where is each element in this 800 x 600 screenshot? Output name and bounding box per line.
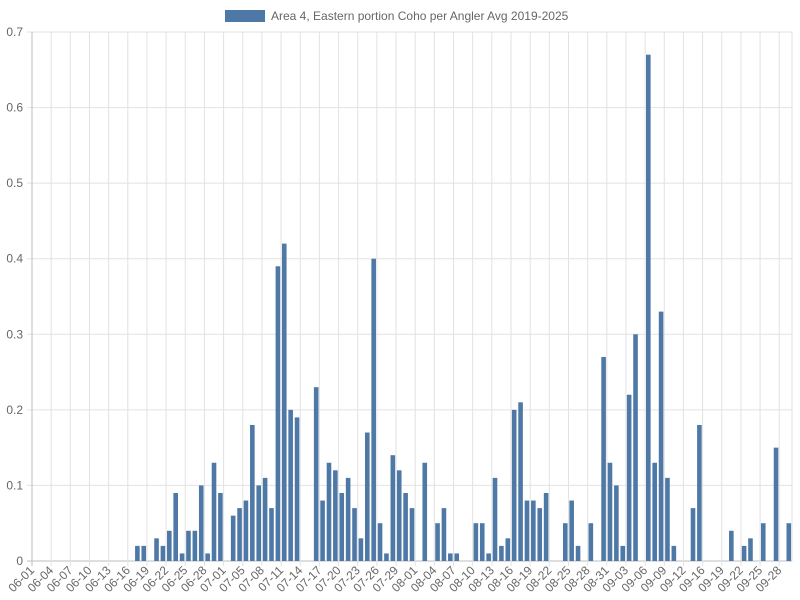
bar[interactable] bbox=[141, 545, 147, 561]
bar[interactable] bbox=[160, 545, 166, 561]
bar[interactable] bbox=[179, 553, 185, 561]
bar[interactable] bbox=[243, 500, 249, 561]
bar[interactable] bbox=[358, 538, 364, 561]
bar[interactable] bbox=[729, 530, 734, 561]
bar[interactable] bbox=[690, 508, 696, 561]
bar[interactable] bbox=[454, 553, 460, 561]
bar[interactable] bbox=[652, 462, 657, 561]
bar[interactable] bbox=[499, 545, 504, 561]
bar[interactable] bbox=[441, 508, 447, 561]
bar[interactable] bbox=[646, 54, 651, 562]
bar[interactable] bbox=[237, 508, 242, 561]
bar[interactable] bbox=[256, 485, 262, 561]
bar[interactable] bbox=[409, 508, 415, 561]
bar[interactable] bbox=[543, 492, 549, 561]
bar[interactable] bbox=[326, 462, 332, 561]
bar[interactable] bbox=[773, 447, 779, 561]
bar[interactable] bbox=[665, 477, 670, 561]
grid bbox=[27, 31, 793, 566]
y-tick-label: 0.7 bbox=[6, 25, 23, 39]
bar[interactable] bbox=[230, 515, 236, 561]
bar[interactable] bbox=[269, 508, 274, 561]
bar[interactable] bbox=[658, 311, 664, 561]
bar[interactable] bbox=[288, 409, 293, 561]
bar[interactable] bbox=[448, 553, 453, 561]
bar[interactable] bbox=[633, 334, 638, 561]
y-tick-label: 0.2 bbox=[6, 403, 23, 417]
bar[interactable] bbox=[384, 553, 389, 561]
bar[interactable] bbox=[192, 530, 198, 561]
y-tick-label: 0.6 bbox=[6, 101, 23, 115]
y-tick-label: 0.5 bbox=[6, 176, 23, 190]
bar[interactable] bbox=[620, 545, 626, 561]
y-tick-label: 0.4 bbox=[6, 252, 23, 266]
bar[interactable] bbox=[135, 545, 140, 561]
bar[interactable] bbox=[537, 508, 543, 561]
bar[interactable] bbox=[275, 266, 281, 561]
bar[interactable] bbox=[492, 477, 498, 561]
bar[interactable] bbox=[218, 492, 223, 561]
y-tick-label: 0.1 bbox=[6, 478, 23, 492]
legend-swatch[interactable] bbox=[225, 10, 265, 22]
bar[interactable] bbox=[364, 432, 370, 561]
bar[interactable] bbox=[588, 523, 594, 561]
bar[interactable] bbox=[786, 523, 792, 561]
bar[interactable] bbox=[198, 485, 204, 561]
bar[interactable] bbox=[294, 417, 300, 561]
bar[interactable] bbox=[601, 356, 606, 561]
bar[interactable] bbox=[575, 545, 581, 561]
bar[interactable] bbox=[262, 477, 268, 561]
bar[interactable] bbox=[205, 553, 210, 561]
bar[interactable] bbox=[186, 530, 191, 561]
bar[interactable] bbox=[396, 470, 402, 561]
bar[interactable] bbox=[760, 523, 766, 561]
bar[interactable] bbox=[479, 523, 485, 561]
bar[interactable] bbox=[339, 492, 345, 561]
bar[interactable] bbox=[403, 492, 408, 561]
bar[interactable] bbox=[505, 538, 511, 561]
bar[interactable] bbox=[473, 523, 479, 561]
bar[interactable] bbox=[626, 394, 632, 561]
bar[interactable] bbox=[371, 258, 376, 561]
bar[interactable] bbox=[697, 424, 702, 561]
bar[interactable] bbox=[422, 462, 428, 561]
bar[interactable] bbox=[569, 500, 574, 561]
bar[interactable] bbox=[333, 470, 338, 561]
bar[interactable] bbox=[741, 545, 747, 561]
bar[interactable] bbox=[524, 500, 530, 561]
y-tick-label: 0 bbox=[16, 554, 23, 568]
bar[interactable] bbox=[518, 402, 523, 561]
bar[interactable] bbox=[250, 424, 255, 561]
bar[interactable] bbox=[614, 485, 619, 561]
bar[interactable] bbox=[211, 462, 217, 561]
bar[interactable] bbox=[562, 523, 568, 561]
bar[interactable] bbox=[607, 462, 613, 561]
legend[interactable]: Area 4, Eastern portion Coho per Angler … bbox=[225, 9, 569, 23]
bar[interactable] bbox=[511, 409, 517, 561]
bar[interactable] bbox=[352, 508, 357, 561]
bar[interactable] bbox=[173, 492, 178, 561]
bar[interactable] bbox=[320, 500, 325, 561]
bar[interactable] bbox=[154, 538, 159, 561]
y-tick-label: 0.3 bbox=[6, 327, 23, 341]
bar[interactable] bbox=[377, 523, 383, 561]
bar[interactable] bbox=[671, 545, 677, 561]
bar[interactable] bbox=[748, 538, 753, 561]
bar[interactable] bbox=[486, 553, 491, 561]
bar[interactable] bbox=[390, 455, 396, 561]
bar[interactable] bbox=[435, 523, 440, 561]
bar[interactable] bbox=[313, 387, 319, 561]
bar[interactable] bbox=[345, 477, 351, 561]
x-axis: 06-0106-0406-0706-1006-1306-1606-1906-22… bbox=[6, 563, 785, 595]
bars bbox=[135, 54, 792, 562]
legend-label[interactable]: Area 4, Eastern portion Coho per Angler … bbox=[271, 9, 569, 23]
bar[interactable] bbox=[531, 500, 536, 561]
bar[interactable] bbox=[167, 530, 172, 561]
bar[interactable] bbox=[281, 243, 287, 561]
y-axis: 0 0.1 0.2 0.3 0.4 0.5 0.6 0.7 bbox=[6, 25, 23, 568]
